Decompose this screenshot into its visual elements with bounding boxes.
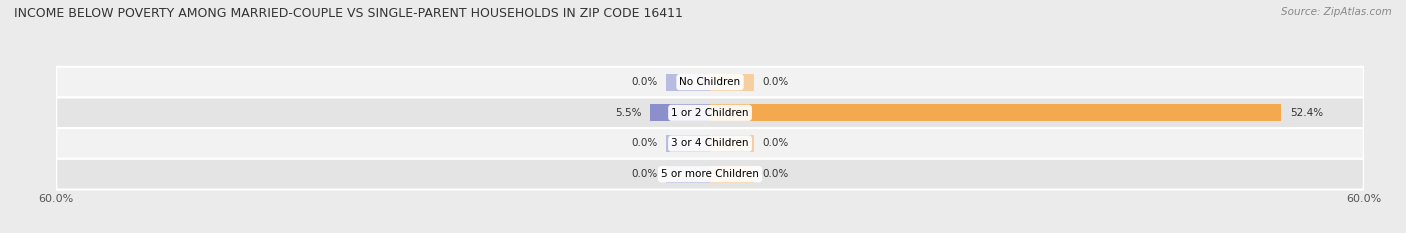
FancyBboxPatch shape	[56, 128, 1364, 159]
Bar	[710, 74, 754, 91]
FancyBboxPatch shape	[56, 159, 1364, 189]
Text: 0.0%: 0.0%	[762, 138, 789, 148]
Text: Source: ZipAtlas.com: Source: ZipAtlas.com	[1281, 7, 1392, 17]
Text: 0.0%: 0.0%	[762, 77, 789, 87]
Bar	[650, 104, 710, 121]
Text: 0.0%: 0.0%	[631, 138, 658, 148]
Bar	[666, 74, 710, 91]
Text: 3 or 4 Children: 3 or 4 Children	[671, 138, 749, 148]
Text: 1 or 2 Children: 1 or 2 Children	[671, 108, 749, 118]
Text: 0.0%: 0.0%	[631, 77, 658, 87]
Bar	[666, 135, 710, 152]
Text: 52.4%: 52.4%	[1289, 108, 1323, 118]
Text: 5.5%: 5.5%	[614, 108, 641, 118]
Text: 0.0%: 0.0%	[631, 169, 658, 179]
Text: INCOME BELOW POVERTY AMONG MARRIED-COUPLE VS SINGLE-PARENT HOUSEHOLDS IN ZIP COD: INCOME BELOW POVERTY AMONG MARRIED-COUPL…	[14, 7, 683, 20]
FancyBboxPatch shape	[56, 97, 1364, 128]
Bar	[710, 166, 754, 183]
Bar	[710, 135, 754, 152]
FancyBboxPatch shape	[56, 67, 1364, 97]
Bar	[710, 104, 1281, 121]
Bar	[666, 166, 710, 183]
Text: No Children: No Children	[679, 77, 741, 87]
Text: 0.0%: 0.0%	[762, 169, 789, 179]
Text: 5 or more Children: 5 or more Children	[661, 169, 759, 179]
